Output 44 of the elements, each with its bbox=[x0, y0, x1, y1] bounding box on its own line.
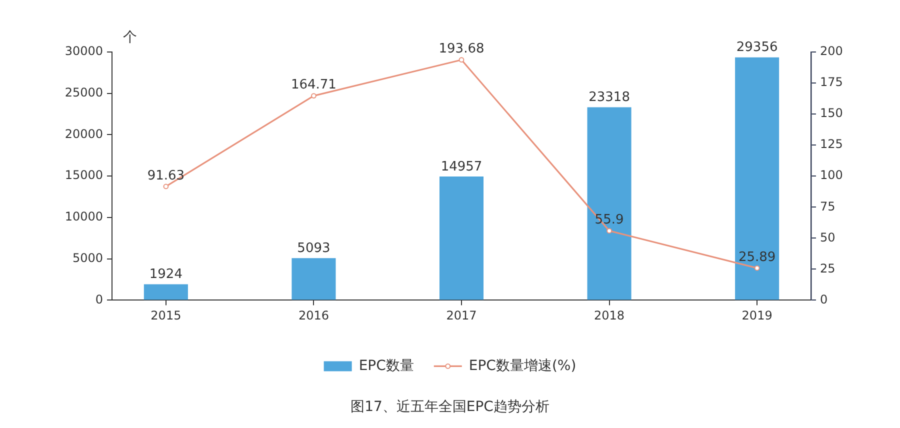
x-tick-label: 2018 bbox=[594, 308, 625, 323]
data-label: 193.68 bbox=[438, 42, 484, 57]
point bbox=[458, 57, 464, 63]
legend-label: EPC数量增速(%) bbox=[468, 358, 576, 374]
y2-tick-label: 150 bbox=[820, 106, 843, 120]
y2-tick-label: 0 bbox=[820, 292, 828, 306]
bar bbox=[292, 258, 336, 300]
x-tick-label: 2017 bbox=[446, 308, 477, 323]
y2-tick-label: 75 bbox=[820, 199, 836, 214]
x-tick-label: 2015 bbox=[150, 308, 182, 323]
y2-tick-label: 200 bbox=[820, 44, 843, 58]
y2-tick-label: 100 bbox=[820, 168, 843, 182]
text: 图17、近五年全国EPC趋势分析 bbox=[350, 399, 550, 416]
y2-tick-label: 25 bbox=[820, 261, 836, 276]
y2-tick-label: 125 bbox=[820, 137, 843, 152]
legend-label: EPC数量 bbox=[358, 358, 414, 374]
bar bbox=[587, 107, 632, 300]
x-tick-label: 2016 bbox=[298, 308, 329, 323]
data-label: 14957 bbox=[440, 159, 482, 174]
point bbox=[163, 184, 169, 190]
bar bbox=[144, 284, 188, 300]
y-tick-label: 25000 bbox=[64, 85, 103, 100]
y-tick-label: 10000 bbox=[64, 210, 103, 224]
point bbox=[606, 228, 612, 234]
y-tick-label: 30000 bbox=[64, 44, 103, 58]
data-label: 1924 bbox=[149, 267, 182, 282]
point bbox=[754, 265, 760, 271]
x-tick-label: 2019 bbox=[742, 308, 772, 323]
data-label: 5093 bbox=[297, 240, 330, 256]
y-tick-label: 5000 bbox=[72, 250, 103, 265]
y-tick-label: 15000 bbox=[64, 168, 103, 182]
point bbox=[311, 93, 316, 98]
y-tick-label: 20000 bbox=[64, 126, 103, 141]
y-tick-label: 0 bbox=[95, 292, 103, 306]
bar bbox=[439, 176, 484, 300]
data-label: 29356 bbox=[736, 40, 778, 56]
data-label: 91.63 bbox=[147, 168, 185, 184]
bar bbox=[735, 57, 780, 300]
data-label: 23318 bbox=[588, 90, 630, 106]
data-label: 25.89 bbox=[738, 250, 776, 265]
data-label: 164.71 bbox=[290, 78, 336, 93]
y-axis-title: 个 bbox=[123, 30, 137, 46]
y2-tick-label: 175 bbox=[820, 75, 843, 90]
y2-tick-label: 50 bbox=[820, 230, 836, 244]
